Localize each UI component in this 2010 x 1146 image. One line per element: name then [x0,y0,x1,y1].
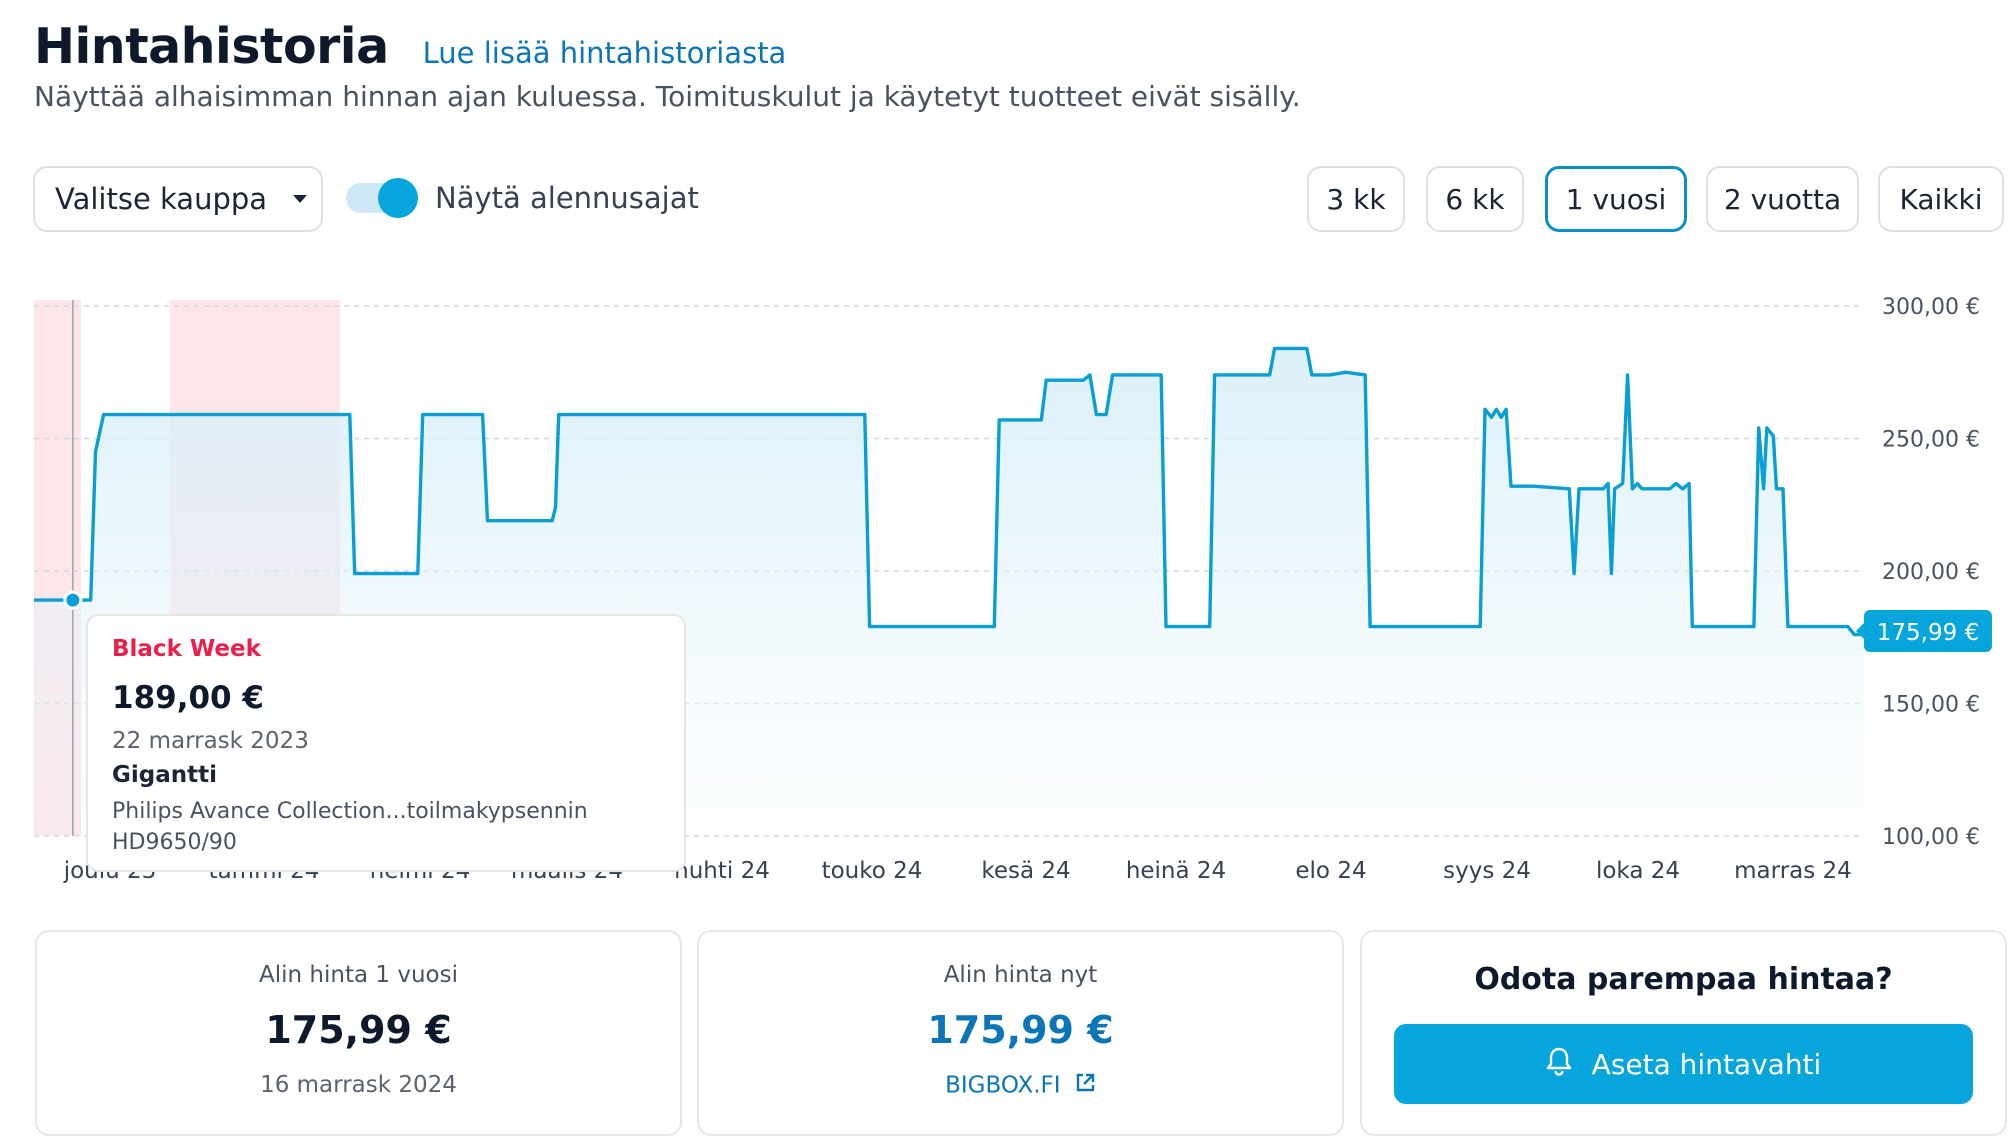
x-tick-label: kesä 24 [981,858,1070,884]
external-link-icon [1074,1072,1096,1100]
read-more-link[interactable]: Lue lisää hintahistoriasta [422,36,787,70]
y-tick-label: 150,00 € [1882,693,1980,718]
lowest-now-value: 175,99 € [927,1008,1114,1052]
lowest-year-value: 175,99 € [265,1008,452,1052]
tooltip-price: 189,00 € [112,680,264,716]
range-6kk-button[interactable]: 6 kk [1426,166,1524,232]
page-subtitle: Näyttää alhaisimman hinnan ajan kuluessa… [34,80,1301,113]
store-link-label: BIGBOX.FI [945,1072,1061,1099]
x-tick-label: loka 24 [1596,858,1680,884]
x-tick-label: syys 24 [1443,858,1531,884]
x-tick-label: heinä 24 [1126,858,1226,884]
x-tick-label: marras 24 [1734,858,1852,884]
page-title: Hintahistoria [34,18,389,75]
range-kaikki-button[interactable]: Kaikki [1878,166,2004,232]
current-price-badge: 175,99 € [1856,610,1992,652]
set-price-alert-label: Aseta hintavahti [1591,1047,1822,1081]
caret-down-icon [293,195,308,203]
tooltip-product-line2: HD9650/90 [112,830,237,855]
price-alert-card: Odota parempaa hintaa? Aseta hintavahti [1360,930,2007,1136]
lowest-year-date: 16 marrask 2024 [260,1072,457,1098]
x-tick-label: huhti 24 [674,858,770,884]
header: Hintahistoria Lue lisää hintahistoriasta [34,18,786,75]
hover-point [63,590,83,610]
store-select[interactable]: Valitse kauppa [33,166,323,232]
tooltip-title: Black Week [112,636,261,662]
current-price-label: 175,99 € [1877,620,1979,646]
lowest-year-card: Alin hinta 1 vuosi 175,99 € 16 marrask 2… [35,930,682,1136]
discount-periods-toggle[interactable] [346,178,418,218]
store-select-label: Valitse kauppa [55,182,268,216]
range-3kk-button[interactable]: 3 kk [1307,166,1405,232]
x-tick-label: touko 24 [822,858,923,884]
y-tick-label: 300,00 € [1882,295,1980,320]
set-price-alert-button[interactable]: Aseta hintavahti [1394,1024,1973,1104]
chart-tooltip: Black Week 189,00 € 22 marrask 2023 Giga… [86,614,686,872]
toggle-label: Näytä alennusajat [435,181,699,215]
tooltip-date: 22 marrask 2023 [112,728,309,754]
y-tick-label: 200,00 € [1882,560,1980,585]
bell-icon [1546,1046,1572,1083]
x-tick-label: elo 24 [1295,858,1366,884]
y-tick-label: 250,00 € [1882,428,1980,453]
tooltip-store: Gigantti [112,762,217,788]
price-line [34,346,1864,637]
lowest-now-card: Alin hinta nyt 175,99 € BIGBOX.FI [697,930,1344,1136]
tooltip-product: Philips Avance Collection...toilmakypsen… [112,796,660,858]
tooltip-product-line1: Philips Avance Collection...toilmakypsen… [112,799,588,824]
store-link[interactable]: BIGBOX.FI [699,1072,1342,1100]
lowest-year-label: Alin hinta 1 vuosi [259,962,458,988]
range-2-vuotta-button[interactable]: 2 vuotta [1706,166,1859,232]
lowest-now-label: Alin hinta nyt [943,962,1098,988]
y-tick-label: 100,00 € [1882,825,1980,850]
range-1-vuosi-button[interactable]: 1 vuosi [1545,166,1687,232]
price-alert-heading: Odota parempaa hintaa? [1474,962,1893,997]
toggle-knob [378,178,418,218]
